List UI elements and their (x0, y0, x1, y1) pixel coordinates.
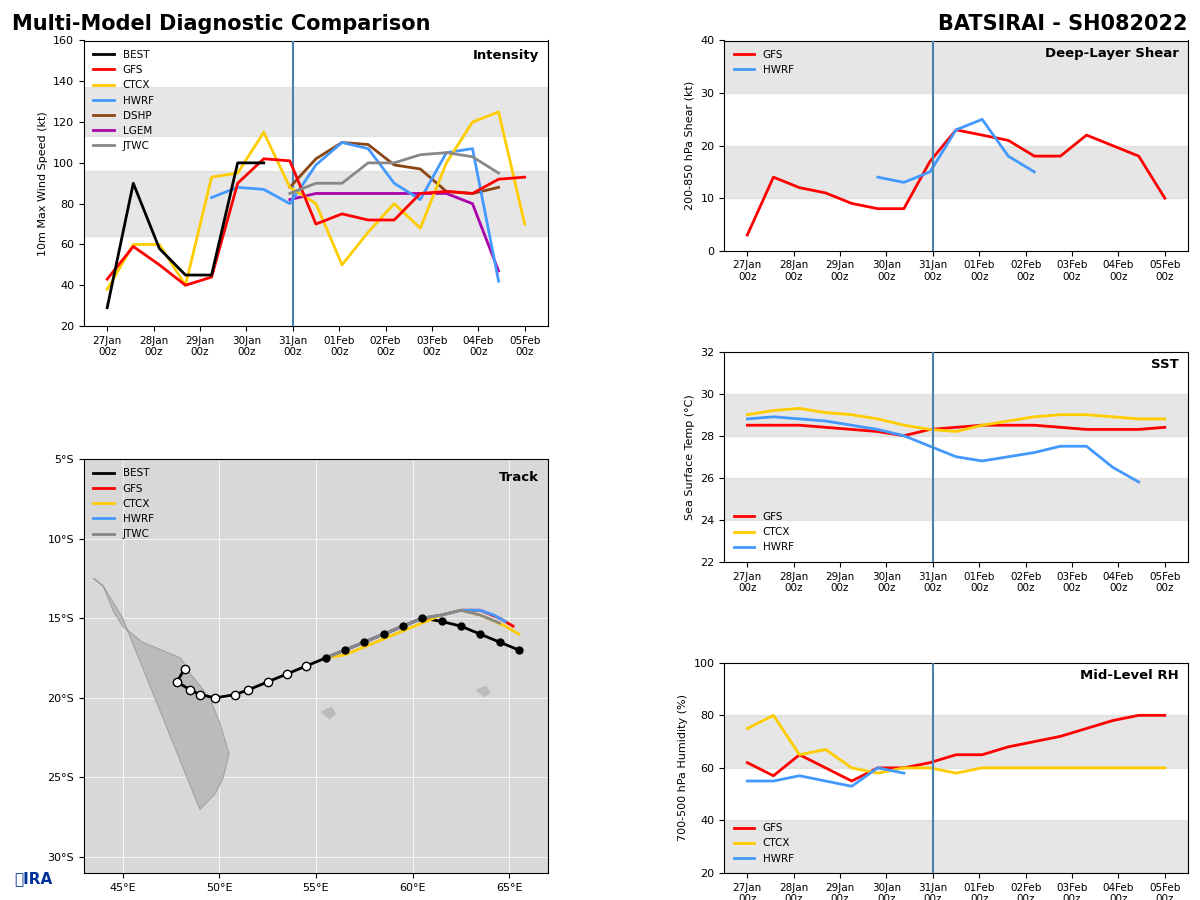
Y-axis label: 200-850 hPa Shear (kt): 200-850 hPa Shear (kt) (685, 81, 695, 211)
Text: Multi-Model Diagnostic Comparison: Multi-Model Diagnostic Comparison (12, 14, 431, 33)
Polygon shape (322, 707, 335, 718)
Legend: BEST, GFS, CTCX, HWRF, JTWC: BEST, GFS, CTCX, HWRF, JTWC (89, 464, 157, 544)
Polygon shape (476, 687, 490, 697)
Legend: BEST, GFS, CTCX, HWRF, DSHP, LGEM, JTWC: BEST, GFS, CTCX, HWRF, DSHP, LGEM, JTWC (89, 46, 157, 156)
Y-axis label: Sea Surface Temp (°C): Sea Surface Temp (°C) (685, 394, 695, 519)
Text: Intensity: Intensity (473, 50, 539, 62)
Bar (724, 146, 1188, 198)
Text: ⒸIRA: ⒸIRA (14, 871, 53, 886)
Bar (724, 716, 1188, 768)
Text: SST: SST (1151, 358, 1178, 371)
Text: Deep-Layer Shear: Deep-Layer Shear (1045, 47, 1178, 59)
Text: Track: Track (498, 472, 539, 484)
Text: BATSIRAI - SH082022: BATSIRAI - SH082022 (938, 14, 1188, 33)
Y-axis label: 10m Max Wind Speed (kt): 10m Max Wind Speed (kt) (37, 111, 48, 256)
Bar (724, 40, 1188, 93)
Legend: GFS, CTCX, HWRF: GFS, CTCX, HWRF (730, 819, 798, 868)
Bar (84, 87, 548, 137)
Bar (724, 393, 1188, 436)
Polygon shape (94, 579, 229, 809)
Y-axis label: 700-500 hPa Humidity (%): 700-500 hPa Humidity (%) (678, 695, 688, 842)
Bar (724, 478, 1188, 520)
Legend: GFS, HWRF: GFS, HWRF (730, 46, 798, 79)
Text: Mid-Level RH: Mid-Level RH (1080, 669, 1178, 682)
Bar (84, 171, 548, 237)
Legend: GFS, CTCX, HWRF: GFS, CTCX, HWRF (730, 508, 798, 557)
Bar (724, 821, 1188, 873)
